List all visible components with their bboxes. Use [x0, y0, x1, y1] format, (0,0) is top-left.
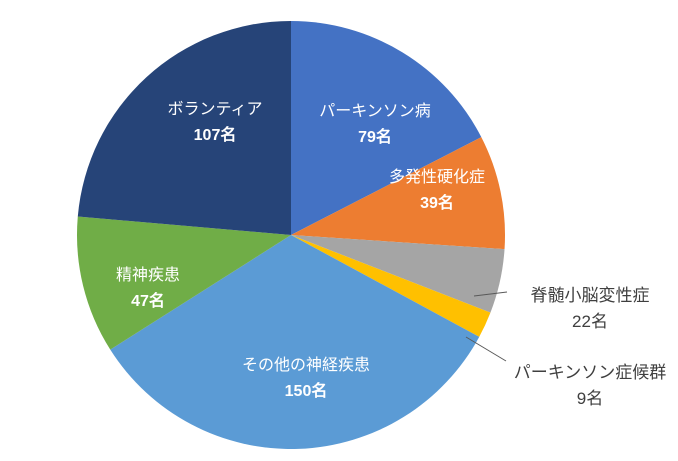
leader-line-parkinsonian-syndrome [465, 336, 507, 362]
pie-label-psychiatric-disorders: 精神疾患 47名 [116, 263, 180, 315]
slice-label-value: 150名 [284, 383, 328, 400]
pie-slice-parkinsons-disease[interactable] [291, 21, 482, 235]
pie-slice-spinocerebellar-degeneration[interactable] [291, 235, 505, 313]
pie-label-other-neurological-diseases: その他の神経疾患 150名 [242, 353, 370, 405]
slice-label-value: 9名 [576, 389, 604, 408]
slice-label-name: パーキンソン病 [319, 103, 431, 120]
pie-label-volunteers: ボランティア 107名 [167, 97, 262, 149]
slice-label-value: 39名 [420, 195, 454, 212]
pie-label-spinocerebellar-degeneration: 脊髄小脳変性症 22名 [531, 283, 650, 335]
slice-label-name: 多発性硬化症 [388, 169, 486, 186]
slice-label-value: 22名 [572, 312, 608, 331]
slice-label-name: その他の神経疾患 [241, 357, 371, 374]
slice-label-name: 脊髄小脳変性症 [530, 286, 650, 305]
slice-label-value: 47名 [131, 293, 165, 310]
slice-label-value: 79名 [358, 129, 392, 146]
leader-line-spinocerebellar-degeneration [473, 291, 508, 297]
pie-slice-parkinsonian-syndrome[interactable] [291, 235, 491, 337]
pie-label-multiple-sclerosis: 多発性硬化症 39名 [389, 165, 485, 217]
pie-label-parkinsons-disease: パーキンソン病 79名 [319, 99, 431, 151]
slice-label-name: ボランティア [167, 101, 263, 118]
slice-label-name: 精神疾患 [115, 267, 181, 284]
pie-slice-other-neurological-diseases[interactable] [110, 235, 480, 450]
slice-label-name: パーキンソン症候群 [513, 363, 667, 382]
pie-label-parkinsonian-syndrome: パーキンソン症候群 9名 [514, 360, 667, 412]
pie-slice-multiple-sclerosis[interactable] [291, 137, 506, 250]
pie-slice-psychiatric-disorders[interactable] [76, 216, 291, 350]
slice-label-value: 107名 [193, 127, 237, 144]
pie-slice-volunteers[interactable] [77, 21, 291, 235]
